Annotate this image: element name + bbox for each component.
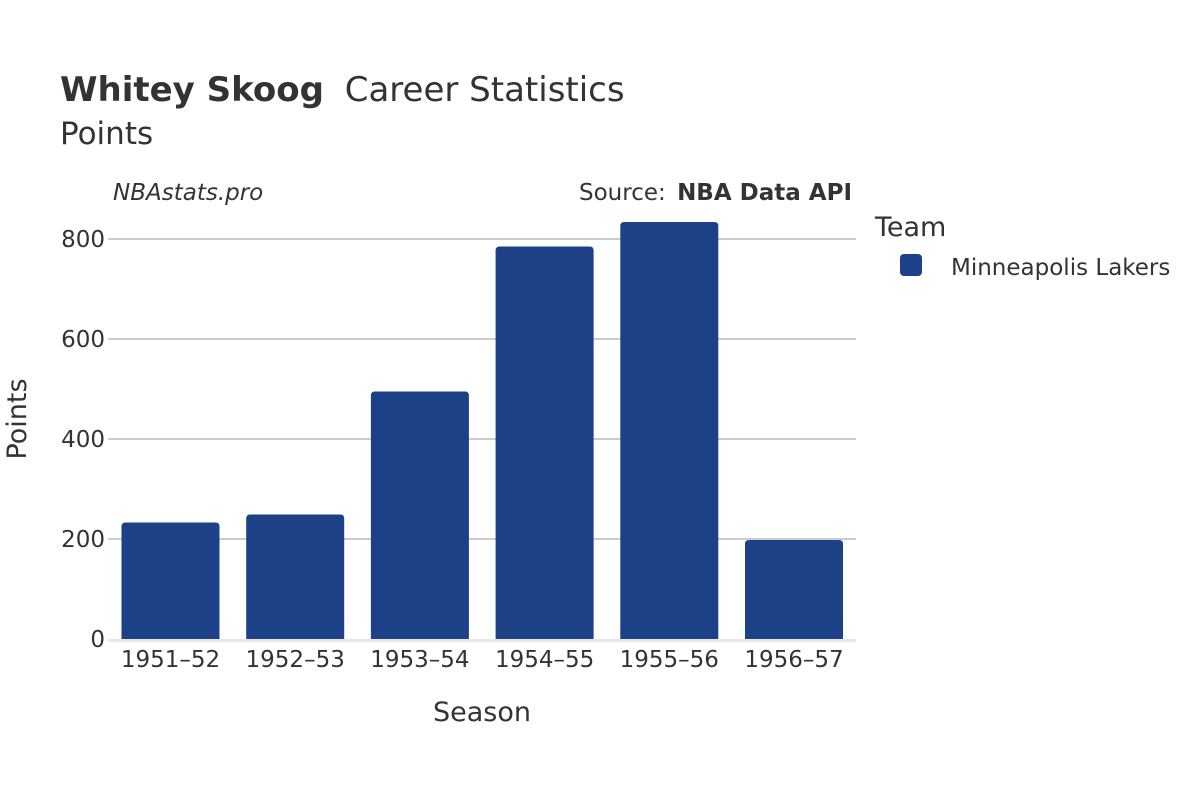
legend-swatch [900, 254, 922, 276]
legend: Team Minneapolis Lakers [874, 212, 1170, 281]
x-tick-labels: 1951–52 1952–53 1953–54 1954–55 1955–56 1956–… [121, 647, 844, 673]
x-axis-title: Season [433, 697, 531, 728]
source-prefix: Source: [579, 180, 666, 206]
bars [121, 222, 843, 639]
bar-1953–54 [370, 391, 469, 639]
x-tick-label-1956–57: 1956–57 [744, 647, 843, 673]
y-tick-label-400: 400 [61, 427, 105, 453]
y-tick-label-0: 0 [90, 627, 105, 653]
y-tick-label-800: 800 [61, 227, 105, 253]
y-tick-labels: 0 200 400 600 800 [61, 227, 105, 653]
x-tick-label-1955–56: 1955–56 [620, 647, 719, 673]
source-text: Source: NBA Data API [579, 180, 852, 206]
x-tick-label-1953–54: 1953–54 [370, 647, 469, 673]
bar-1951–52 [121, 522, 220, 639]
x-tick-label-1954–55: 1954–55 [495, 647, 594, 673]
chart-title: Whitey Skoog Career Statistics [60, 70, 625, 110]
bar-1956–57 [745, 540, 843, 639]
bar-1955–56 [620, 222, 719, 639]
y-axis-title: Points [2, 378, 33, 459]
chart-title-name: Whitey Skoog [60, 70, 324, 110]
x-tick-label-1952–53: 1952–53 [246, 647, 345, 673]
source-name: NBA Data API [677, 180, 852, 206]
legend-title: Team [874, 212, 946, 243]
grid-lines [108, 238, 856, 642]
chart-title-rest: Career Statistics [345, 70, 625, 110]
chart-subtitle: Points [60, 116, 153, 152]
y-tick-label-600: 600 [61, 327, 105, 353]
legend-entry-label: Minneapolis Lakers [951, 255, 1170, 281]
watermark-text: NBAstats.pro [113, 180, 263, 206]
y-tick-label-200: 200 [61, 527, 105, 553]
x-tick-label-1951–52: 1951–52 [121, 647, 220, 673]
bar-1952–53 [246, 514, 345, 639]
bar-1954–55 [495, 246, 594, 639]
